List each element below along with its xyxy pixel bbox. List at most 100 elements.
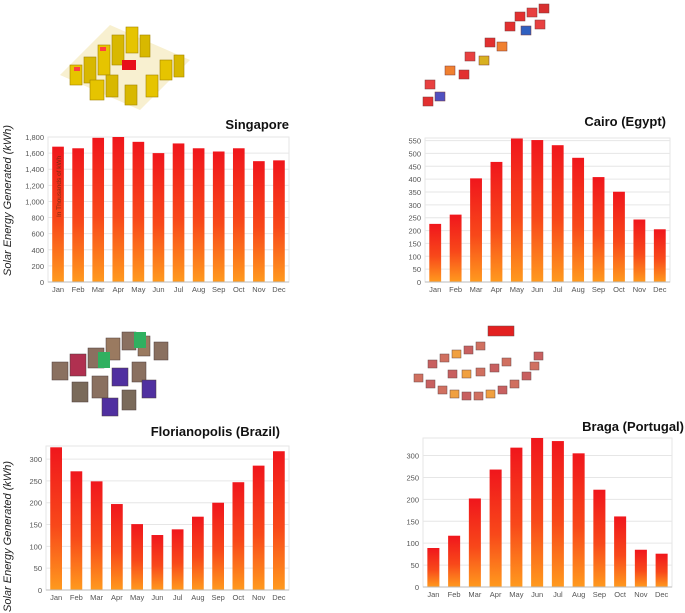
y-tick-label: 200: [406, 495, 419, 504]
x-tick-label: May: [130, 593, 144, 602]
bar-nov: [633, 219, 646, 282]
y-tick-label: 200: [408, 227, 421, 236]
y-tick-label: 1,600: [25, 149, 44, 158]
x-tick-label: Jun: [531, 285, 543, 294]
x-tick-label: Dec: [653, 285, 667, 294]
bar-jul: [551, 441, 564, 587]
x-tick-label: Nov: [252, 285, 266, 294]
x-tick-label: Jul: [553, 590, 563, 599]
x-tick-label: Oct: [233, 593, 246, 602]
y-tick-label: 450: [408, 162, 421, 171]
x-tick-label: Apr: [111, 593, 123, 602]
x-tick-label: Jun: [152, 285, 164, 294]
x-tick-label: Mar: [468, 590, 481, 599]
y-tick-label: 150: [408, 239, 421, 248]
x-tick-label: Dec: [272, 285, 286, 294]
y-tick-label: 300: [406, 452, 419, 461]
x-tick-label: Sep: [592, 285, 605, 294]
singapore-buildings-illustration: [60, 25, 190, 110]
x-tick-label: Sep: [211, 593, 224, 602]
x-tick-label: Jan: [427, 590, 439, 599]
bar-sep: [212, 502, 224, 590]
bar-jul: [171, 529, 184, 590]
y-tick-label: 100: [29, 542, 42, 551]
bar-mar: [468, 498, 481, 587]
bar-jan: [50, 447, 62, 590]
chart-title-florianopolis: Florianopolis (Brazil): [150, 424, 280, 439]
y-tick-label: 1,400: [25, 165, 44, 174]
bar-feb: [449, 214, 462, 282]
bar-feb: [70, 471, 83, 590]
x-tick-label: Mar: [90, 593, 103, 602]
y-tick-label: 100: [406, 539, 419, 548]
bar-jun: [531, 438, 544, 587]
y-tick-label: 800: [31, 214, 44, 223]
x-tick-label: Jan: [52, 285, 64, 294]
y-tick-label: 400: [31, 246, 44, 255]
y-tick-label: 0: [38, 586, 42, 595]
bar-apr: [112, 137, 125, 282]
x-tick-label: Feb: [448, 590, 461, 599]
y-tick-label: 0: [417, 278, 421, 287]
chart-title-singapore: Singapore: [225, 117, 289, 132]
bar-sep: [212, 151, 225, 282]
y-tick-label: 350: [408, 188, 421, 197]
x-tick-label: Jun: [531, 590, 543, 599]
bar-apr: [489, 469, 502, 587]
x-tick-label: Aug: [192, 285, 205, 294]
x-tick-label: Aug: [571, 285, 584, 294]
y-tick-label: 600: [31, 230, 44, 239]
y-tick-label: 250: [408, 214, 421, 223]
bar-nov: [253, 161, 265, 282]
bar-feb: [72, 148, 84, 282]
x-tick-label: Jan: [50, 593, 62, 602]
bar-nov: [634, 549, 647, 587]
bar-sep: [593, 489, 606, 587]
bar-may: [132, 141, 145, 282]
x-tick-label: Feb: [70, 593, 83, 602]
bar-mar: [90, 481, 103, 590]
bar-may: [510, 138, 523, 282]
bar-aug: [192, 516, 204, 590]
bar-feb: [448, 535, 461, 587]
bar-dec: [273, 451, 285, 590]
bar-jun: [151, 535, 164, 590]
bar-jul: [551, 145, 564, 282]
x-tick-label: Apr: [112, 285, 124, 294]
y-tick-label: 300: [408, 201, 421, 210]
x-tick-label: May: [509, 590, 523, 599]
bar-dec: [655, 553, 668, 587]
x-tick-label: Feb: [449, 285, 462, 294]
x-tick-label: Nov: [252, 593, 266, 602]
y-tick-label: 50: [413, 265, 421, 274]
y-tick-label: 400: [408, 175, 421, 184]
x-tick-label: Sep: [212, 285, 225, 294]
x-tick-label: Sep: [593, 590, 606, 599]
y-tick-label: 1,800: [25, 133, 44, 142]
bar-jan: [427, 547, 440, 587]
y-tick-label: 100: [408, 252, 421, 261]
cairo-buildings-illustration: [422, 3, 550, 107]
y-tick-label: 50: [34, 564, 42, 573]
x-tick-label: Apr: [490, 590, 502, 599]
x-tick-label: Dec: [272, 593, 286, 602]
bar-jan: [429, 223, 442, 282]
x-tick-label: Nov: [634, 590, 648, 599]
x-tick-label: Oct: [233, 285, 246, 294]
x-tick-label: Jan: [429, 285, 441, 294]
bar-jan: [52, 146, 64, 282]
bar-aug: [192, 148, 205, 282]
y-tick-label: 150: [406, 517, 419, 526]
x-tick-label: Jun: [151, 593, 163, 602]
chart-annotation: In Thousands of kWh: [56, 155, 63, 217]
bar-may: [510, 447, 523, 587]
braga-buildings-illustration: [413, 325, 544, 401]
x-tick-label: Aug: [191, 593, 204, 602]
bar-apr: [111, 504, 123, 590]
x-tick-label: Feb: [72, 285, 85, 294]
bar-jul: [172, 143, 185, 282]
